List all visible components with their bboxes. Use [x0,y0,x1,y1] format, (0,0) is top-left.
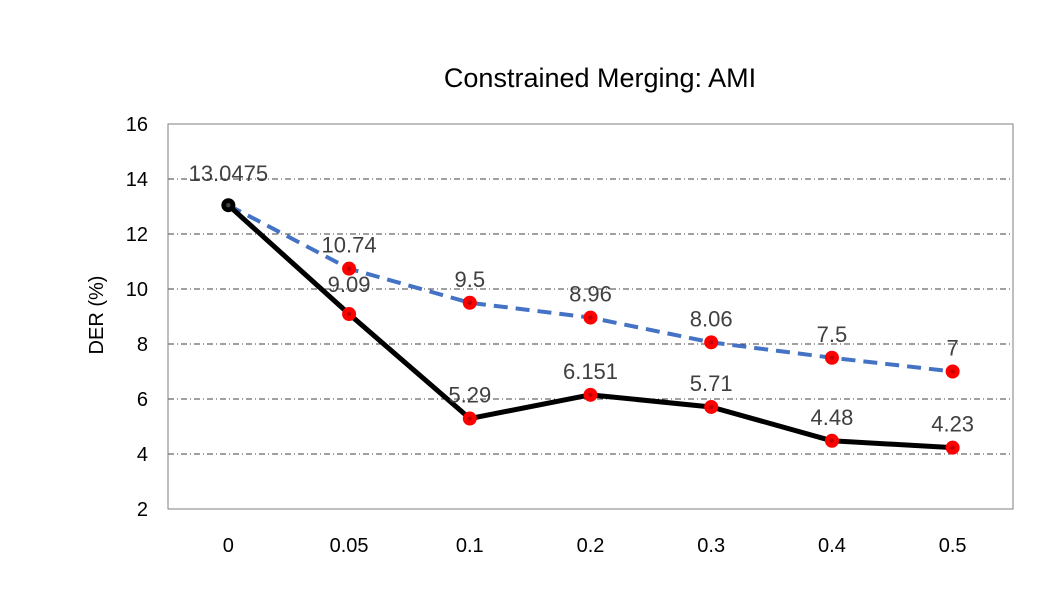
y-tick-label: 8 [137,334,148,356]
series-layer [221,198,960,455]
series-1-point-center [709,340,714,345]
x-tick-labels: 0 0.05 0.1 0.2 0.3 0.4 0.5 [223,535,967,557]
data-label: 5.71 [690,371,733,396]
x-tick-label: 0.05 [330,535,369,557]
y-tick-label: 4 [137,444,148,466]
data-label: 5.29 [448,383,491,408]
data-label: 9.5 [454,267,485,292]
series-1-point-center [346,266,352,271]
plot-area [167,123,1014,510]
data-label: 4.23 [931,412,974,437]
grid-lines [168,178,1013,455]
data-labels: 13.0475 9.09 5.29 6.151 5.71 4.48 4.23 10.74 9.5… [189,161,974,436]
series-1-point-center [829,355,835,360]
x-tick-label: 0.5 [939,535,967,557]
series-1-point-center [588,315,593,320]
x-tick-label: 0.4 [818,535,846,557]
series-0-point-center [829,438,835,443]
data-label: 8.06 [690,306,733,331]
data-label: 8.96 [569,282,612,307]
x-tick-label: 0.2 [577,535,605,557]
y-tick-label: 14 [126,169,148,191]
chart-title: Constrained Merging: AMI [444,63,756,93]
series-0-point-center [709,404,714,410]
series-0-point-center [467,416,472,421]
data-label: 13.0475 [189,161,269,186]
y-tick-label: 6 [137,389,148,411]
data-label: 6.151 [563,359,618,384]
y-tick-label: 12 [126,224,148,246]
x-tick-label: 0 [223,535,234,557]
data-label: 10.74 [322,233,377,258]
data-label: 4.48 [811,405,854,430]
y-tick-label: 2 [137,499,148,521]
series-0-point-center [950,445,955,450]
y-axis-label: DER (%) [86,276,108,355]
y-tick-label: 16 [126,114,148,136]
data-label: 9.09 [328,272,371,297]
series-0-point-center [346,311,352,317]
data-label: 7 [947,336,959,361]
series-1-point-center [950,369,955,374]
series-0-point-center [588,392,593,398]
y-tick-labels: 2 4 6 8 10 12 14 16 [126,114,148,521]
series-1-point-center [467,300,472,305]
x-tick-label: 0.1 [456,535,484,557]
series-0-point-center [226,202,231,208]
y-tick-label: 10 [126,279,148,301]
data-label: 7.5 [817,322,848,347]
x-tick-label: 0.3 [697,535,725,557]
